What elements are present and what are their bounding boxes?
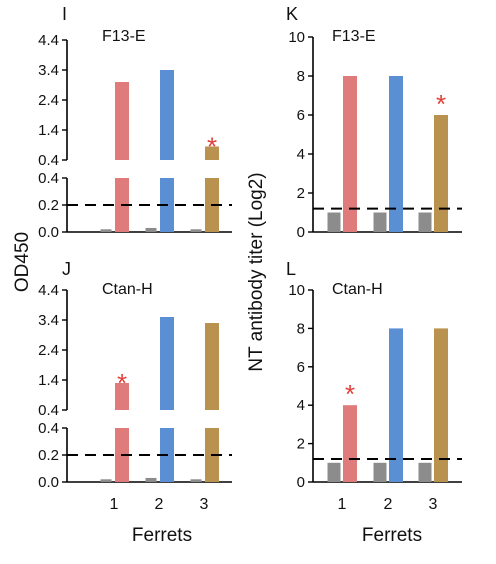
panel-j-upper-tick-label: 3.4 bbox=[38, 312, 59, 329]
panel-j-bar-upper bbox=[160, 317, 174, 410]
right-x-axis-title: Ferrets bbox=[362, 525, 422, 546]
x-tick-label-right-3: 3 bbox=[429, 496, 438, 513]
panel-l-tick-label: 6 bbox=[297, 359, 305, 376]
panel-i-lower-tick-label: 0.4 bbox=[38, 170, 59, 187]
x-tick-label-right-2: 2 bbox=[384, 496, 393, 513]
panel-k-tick-label: 6 bbox=[297, 107, 305, 124]
panel-j-control-bar bbox=[100, 479, 112, 482]
panel-l-control-bar bbox=[327, 462, 341, 482]
right-y-axis-label: NT antibody titer (Log2) bbox=[246, 172, 267, 371]
x-tick-label-1: 1 bbox=[110, 496, 119, 513]
panel-l-bar bbox=[434, 328, 448, 482]
panel-k-control-bar bbox=[373, 212, 387, 232]
panel-i-upper-tick-label: 3.4 bbox=[38, 62, 59, 79]
panel-label-k: K bbox=[286, 4, 298, 24]
panel-k-tick-label: 0 bbox=[297, 224, 305, 241]
panel-k-significance-star: * bbox=[436, 89, 446, 119]
panel-k-bar bbox=[389, 76, 403, 232]
x-tick-label-3: 3 bbox=[200, 496, 209, 513]
panel-k-bar bbox=[343, 76, 357, 232]
x-tick-label-right-1: 1 bbox=[338, 496, 347, 513]
panel-k-tick-label: 2 bbox=[297, 185, 305, 202]
panel-k-control-bar bbox=[327, 212, 341, 232]
panel-i-bar-upper bbox=[115, 82, 129, 160]
panel-j-significance-star: * bbox=[117, 368, 127, 398]
panel-i-bar-upper bbox=[205, 146, 219, 160]
panel-k-tick-label: 4 bbox=[297, 146, 305, 163]
panel-l-subtitle: Ctan-H bbox=[332, 281, 383, 298]
panel-i-lower-tick-label: 0.2 bbox=[38, 197, 59, 214]
panel-i-lower-tick-label: 0.0 bbox=[38, 224, 59, 241]
panel-i-control-bar bbox=[100, 229, 112, 232]
panel-k-tick-label: 8 bbox=[297, 68, 305, 85]
panel-j-bar-upper bbox=[205, 323, 219, 410]
panel-i-upper-tick-label: 1.4 bbox=[38, 122, 59, 139]
panel-i-upper-tick-label: 2.4 bbox=[38, 92, 59, 109]
panel-j-subtitle: Ctan-H bbox=[102, 281, 153, 298]
panel-i-control-bar bbox=[145, 227, 157, 232]
panel-l-control-bar bbox=[418, 462, 432, 482]
panel-l-tick-label: 0 bbox=[297, 474, 305, 491]
panel-l-tick-label: 2 bbox=[297, 436, 305, 453]
panel-l-control-bar bbox=[373, 462, 387, 482]
panel-j-control-bar bbox=[145, 477, 157, 482]
panel-l-significance-star: * bbox=[345, 379, 355, 409]
panel-j-lower-tick-label: 0.0 bbox=[38, 474, 59, 491]
left-x-axis-title: Ferrets bbox=[132, 525, 192, 546]
chart-marks: 4.43.42.41.40.40.40.20.0*4.43.42.41.40.4… bbox=[38, 29, 462, 513]
panel-label-i: I bbox=[62, 4, 67, 24]
panel-j-lower-tick-label: 0.2 bbox=[38, 447, 59, 464]
panel-label-l: L bbox=[286, 259, 296, 279]
x-tick-label-2: 2 bbox=[155, 496, 164, 513]
panel-i-control-bar bbox=[190, 229, 202, 232]
panel-l-tick-label: 10 bbox=[288, 282, 305, 299]
panel-k-bar bbox=[434, 115, 448, 232]
panel-j-bar-upper bbox=[115, 383, 129, 410]
panel-j-upper-tick-label: 4.4 bbox=[38, 282, 59, 299]
panel-j-upper-tick-label: 0.4 bbox=[38, 402, 59, 419]
panel-k-tick-label: 10 bbox=[288, 29, 305, 46]
panel-label-j: J bbox=[62, 259, 71, 279]
panel-l-bar bbox=[389, 328, 403, 482]
panel-l-tick-label: 4 bbox=[297, 397, 305, 414]
panel-i-significance-star: * bbox=[207, 132, 217, 162]
panel-l-tick-label: 8 bbox=[297, 320, 305, 337]
panel-i-upper-tick-label: 0.4 bbox=[38, 152, 59, 169]
panel-i-bar-upper bbox=[160, 70, 174, 160]
panel-k-subtitle: F13-E bbox=[332, 28, 376, 45]
panel-l-bar bbox=[343, 405, 357, 482]
panel-j-control-bar bbox=[190, 479, 202, 482]
panel-i-subtitle: F13-E bbox=[102, 28, 146, 45]
left-y-axis-label: OD450 bbox=[12, 232, 33, 292]
panel-i-upper-tick-label: 4.4 bbox=[38, 32, 59, 49]
panel-j-lower-tick-label: 0.4 bbox=[38, 420, 59, 437]
panel-k-control-bar bbox=[418, 212, 432, 232]
panel-j-upper-tick-label: 2.4 bbox=[38, 342, 59, 359]
panel-j-upper-tick-label: 1.4 bbox=[38, 372, 59, 389]
